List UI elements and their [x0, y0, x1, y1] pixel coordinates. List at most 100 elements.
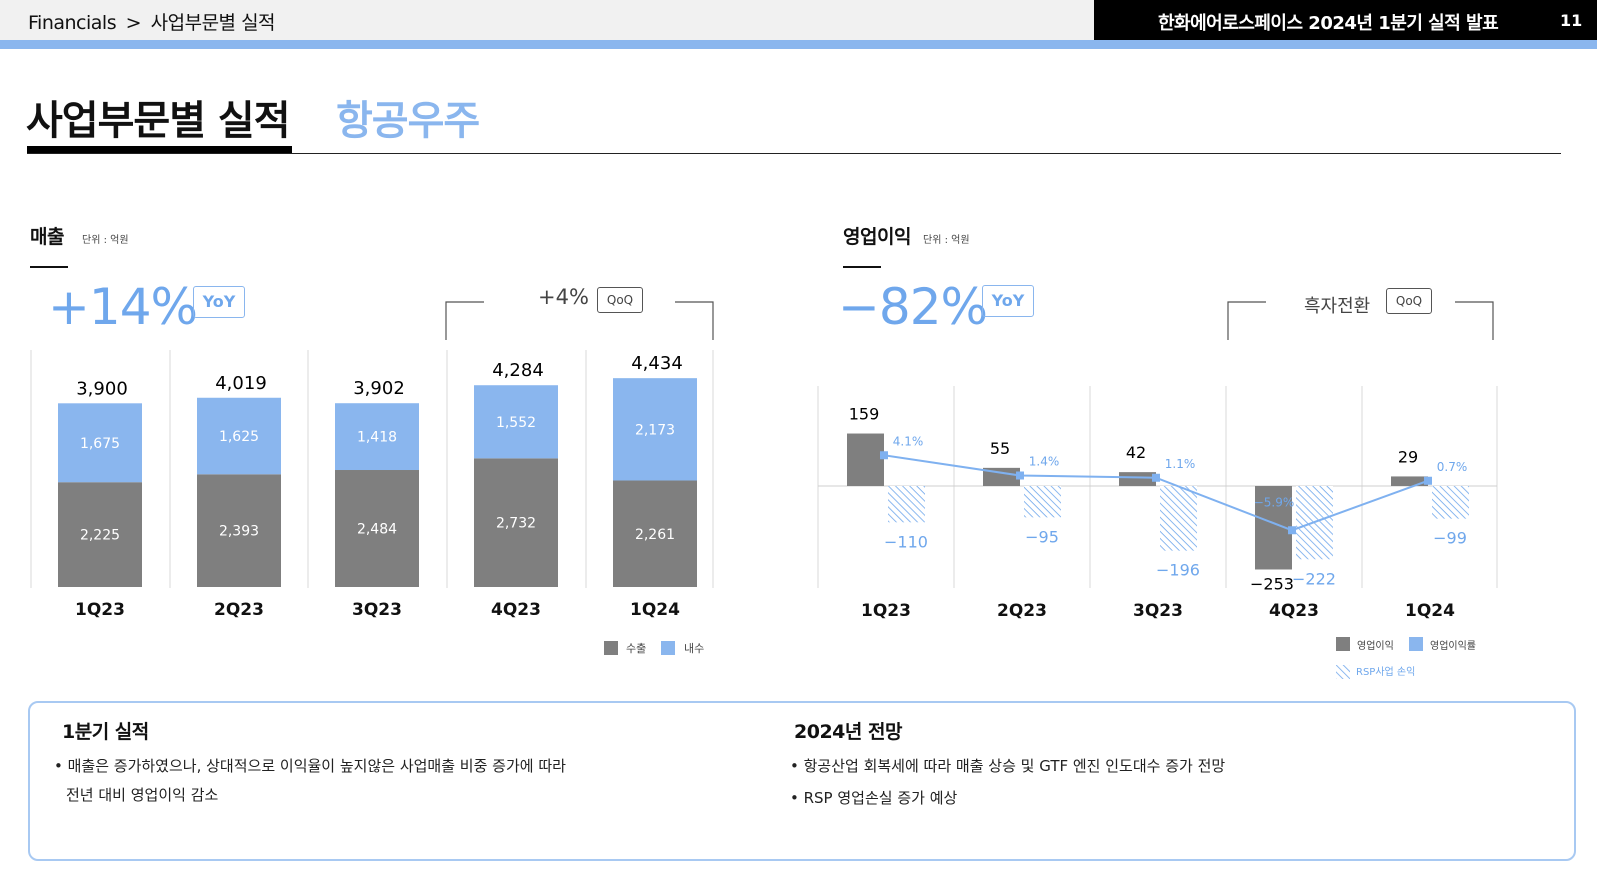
- rsp-value-label: −110: [884, 532, 928, 551]
- rsp-value-label: −95: [1025, 527, 1059, 546]
- outlook-line-2: • RSP 영업손실 증가 예상: [790, 789, 958, 807]
- revenue-category-label: 1Q24: [630, 600, 680, 620]
- revenue-category-label: 4Q23: [491, 600, 541, 620]
- report-header: 한화에어로스페이스 2024년 1분기 실적 발표 11: [1094, 0, 1597, 40]
- total-value-label: 4,434: [631, 353, 683, 374]
- outlook-title: 2024년 전망: [794, 721, 902, 743]
- header-accent-bar: [0, 40, 1597, 49]
- breadcrumb: Financials > 사업부문별 실적: [28, 8, 276, 35]
- op-category-label: 3Q23: [1133, 601, 1183, 621]
- rsp-loss-bar: [1432, 486, 1469, 519]
- legend-rsp-label: RSP사업 손익: [1356, 665, 1415, 678]
- op-margin-point: [1424, 476, 1432, 485]
- op-income-chart: 159 −110 1Q23 55 −95 2Q23 42 −196 3Q23 −253−222 4Q…: [817, 386, 1498, 621]
- op-margin-point: [1288, 526, 1296, 535]
- op-income-bar: [983, 467, 1020, 486]
- op-margin-label: −5.9%: [1254, 495, 1295, 509]
- revenue-legend: 수출 내수: [604, 641, 704, 655]
- revenue-unit: 단위 : 억원: [82, 235, 129, 246]
- op-income-yoy-value: −82%: [838, 278, 988, 336]
- domestic-bar: [613, 378, 697, 481]
- legend-domestic-label: 내수: [684, 642, 704, 655]
- rsp-value-label: −222: [1292, 569, 1336, 588]
- export-value-label: 2,225: [80, 528, 120, 544]
- export-value-label: 2,261: [635, 527, 675, 543]
- revenue-qoq-value: +4%: [538, 285, 589, 309]
- op-income-qoq-bracket: [1227, 301, 1494, 340]
- legend-export-swatch: [604, 641, 618, 655]
- revenue-qoq-badge: QoQ: [597, 287, 643, 313]
- page-title: 사업부문별 실적: [26, 98, 291, 144]
- revenue-category-label: 3Q23: [352, 600, 402, 620]
- domestic-value-label: 2,173: [635, 422, 675, 438]
- op-income-title-rule: [843, 266, 881, 268]
- export-bar: [474, 458, 558, 587]
- domestic-value-label: 1,552: [496, 415, 536, 431]
- op-category-label: 1Q24: [1405, 601, 1455, 621]
- op-income-unit: 단위 : 억원: [923, 235, 970, 246]
- domestic-bar: [335, 403, 419, 471]
- legend-op-income-label: 영업이익: [1357, 639, 1394, 652]
- revenue-yoy-badge: YoY: [193, 286, 245, 318]
- breadcrumb-separator: >: [125, 12, 142, 34]
- rsp-value-label: −99: [1433, 529, 1467, 548]
- op-margin-point: [1152, 473, 1160, 482]
- breadcrumb-root[interactable]: Financials: [28, 12, 117, 34]
- op-income-yoy-badge: YoY: [982, 285, 1034, 317]
- domestic-value-label: 1,625: [219, 429, 259, 445]
- rsp-value-label: −196: [1156, 561, 1200, 580]
- export-value-label: 2,484: [357, 522, 397, 538]
- op-margin-label: 4.1%: [893, 434, 924, 448]
- rsp-loss-bar: [888, 486, 925, 523]
- legend-op-income-swatch: [1336, 637, 1350, 651]
- op-income-value-label: 42: [1126, 443, 1146, 462]
- op-income-qoq-badge: QoQ: [1386, 288, 1432, 314]
- domestic-value-label: 1,675: [80, 436, 120, 452]
- domestic-value-label: 1,418: [357, 430, 397, 446]
- revenue-qoq-bracket: [445, 301, 714, 340]
- export-bar: [58, 482, 142, 587]
- op-income-bar: [1391, 476, 1428, 486]
- op-income-value-label: 55: [990, 439, 1010, 458]
- domestic-bar: [58, 403, 142, 483]
- q1-summary-line-2: 전년 대비 영업이익 감소: [66, 786, 219, 804]
- export-value-label: 2,393: [219, 524, 259, 540]
- export-bar: [197, 474, 281, 587]
- op-income-value-label: 29: [1398, 447, 1418, 466]
- total-value-label: 3,902: [353, 378, 405, 399]
- domestic-bar: [197, 397, 281, 475]
- op-margin-label: 1.1%: [1165, 457, 1196, 471]
- total-value-label: 4,019: [215, 373, 267, 394]
- legend-domestic-swatch: [661, 641, 675, 655]
- rsp-loss-bar: [1160, 486, 1197, 551]
- summary-box: 1분기 실적 • 매출은 증가하였으나, 상대적으로 이익율이 높지않은 사업매…: [28, 701, 1576, 861]
- title-underline: [27, 146, 292, 154]
- op-income-value-label: −253: [1250, 574, 1294, 593]
- export-bar: [613, 480, 697, 587]
- op-margin-label: 0.7%: [1437, 460, 1468, 474]
- revenue-category-label: 1Q23: [75, 600, 125, 620]
- rsp-loss-bar: [1024, 486, 1061, 518]
- total-value-label: 3,900: [76, 378, 128, 399]
- revenue-yoy-value: +14%: [48, 278, 198, 336]
- op-margin-point: [1016, 471, 1024, 480]
- domestic-bar: [474, 385, 558, 459]
- op-margin-point: [880, 451, 888, 460]
- op-income-legend: 영업이익 영업이익률 RSP사업 손익: [1336, 637, 1476, 679]
- legend-export-label: 수출: [626, 642, 646, 655]
- outlook-line-1: • 항공산업 회복세에 따라 매출 상승 및 GTF 엔진 인도대수 증가 전망: [790, 757, 1226, 775]
- breadcrumb-current: 사업부문별 실적: [150, 12, 276, 34]
- page-number: 11: [1560, 11, 1583, 30]
- title-divider: [27, 153, 1561, 154]
- page-subtitle: 항공우주: [336, 98, 480, 144]
- op-margin-line: [883, 454, 1429, 532]
- q1-summary-title: 1분기 실적: [62, 721, 149, 743]
- op-category-label: 2Q23: [997, 601, 1047, 621]
- export-bar: [335, 470, 419, 587]
- op-income-value-label: 159: [849, 405, 880, 424]
- revenue-title: 매출: [30, 226, 64, 248]
- revenue-title-rule: [30, 266, 68, 268]
- op-category-label: 1Q23: [861, 601, 911, 621]
- op-income-qoq-value: 흑자전환: [1304, 296, 1371, 317]
- revenue-chart: 2,225 1,675 3,900 1Q23 2,393 1,625 4,019 2Q23 2,…: [30, 350, 714, 620]
